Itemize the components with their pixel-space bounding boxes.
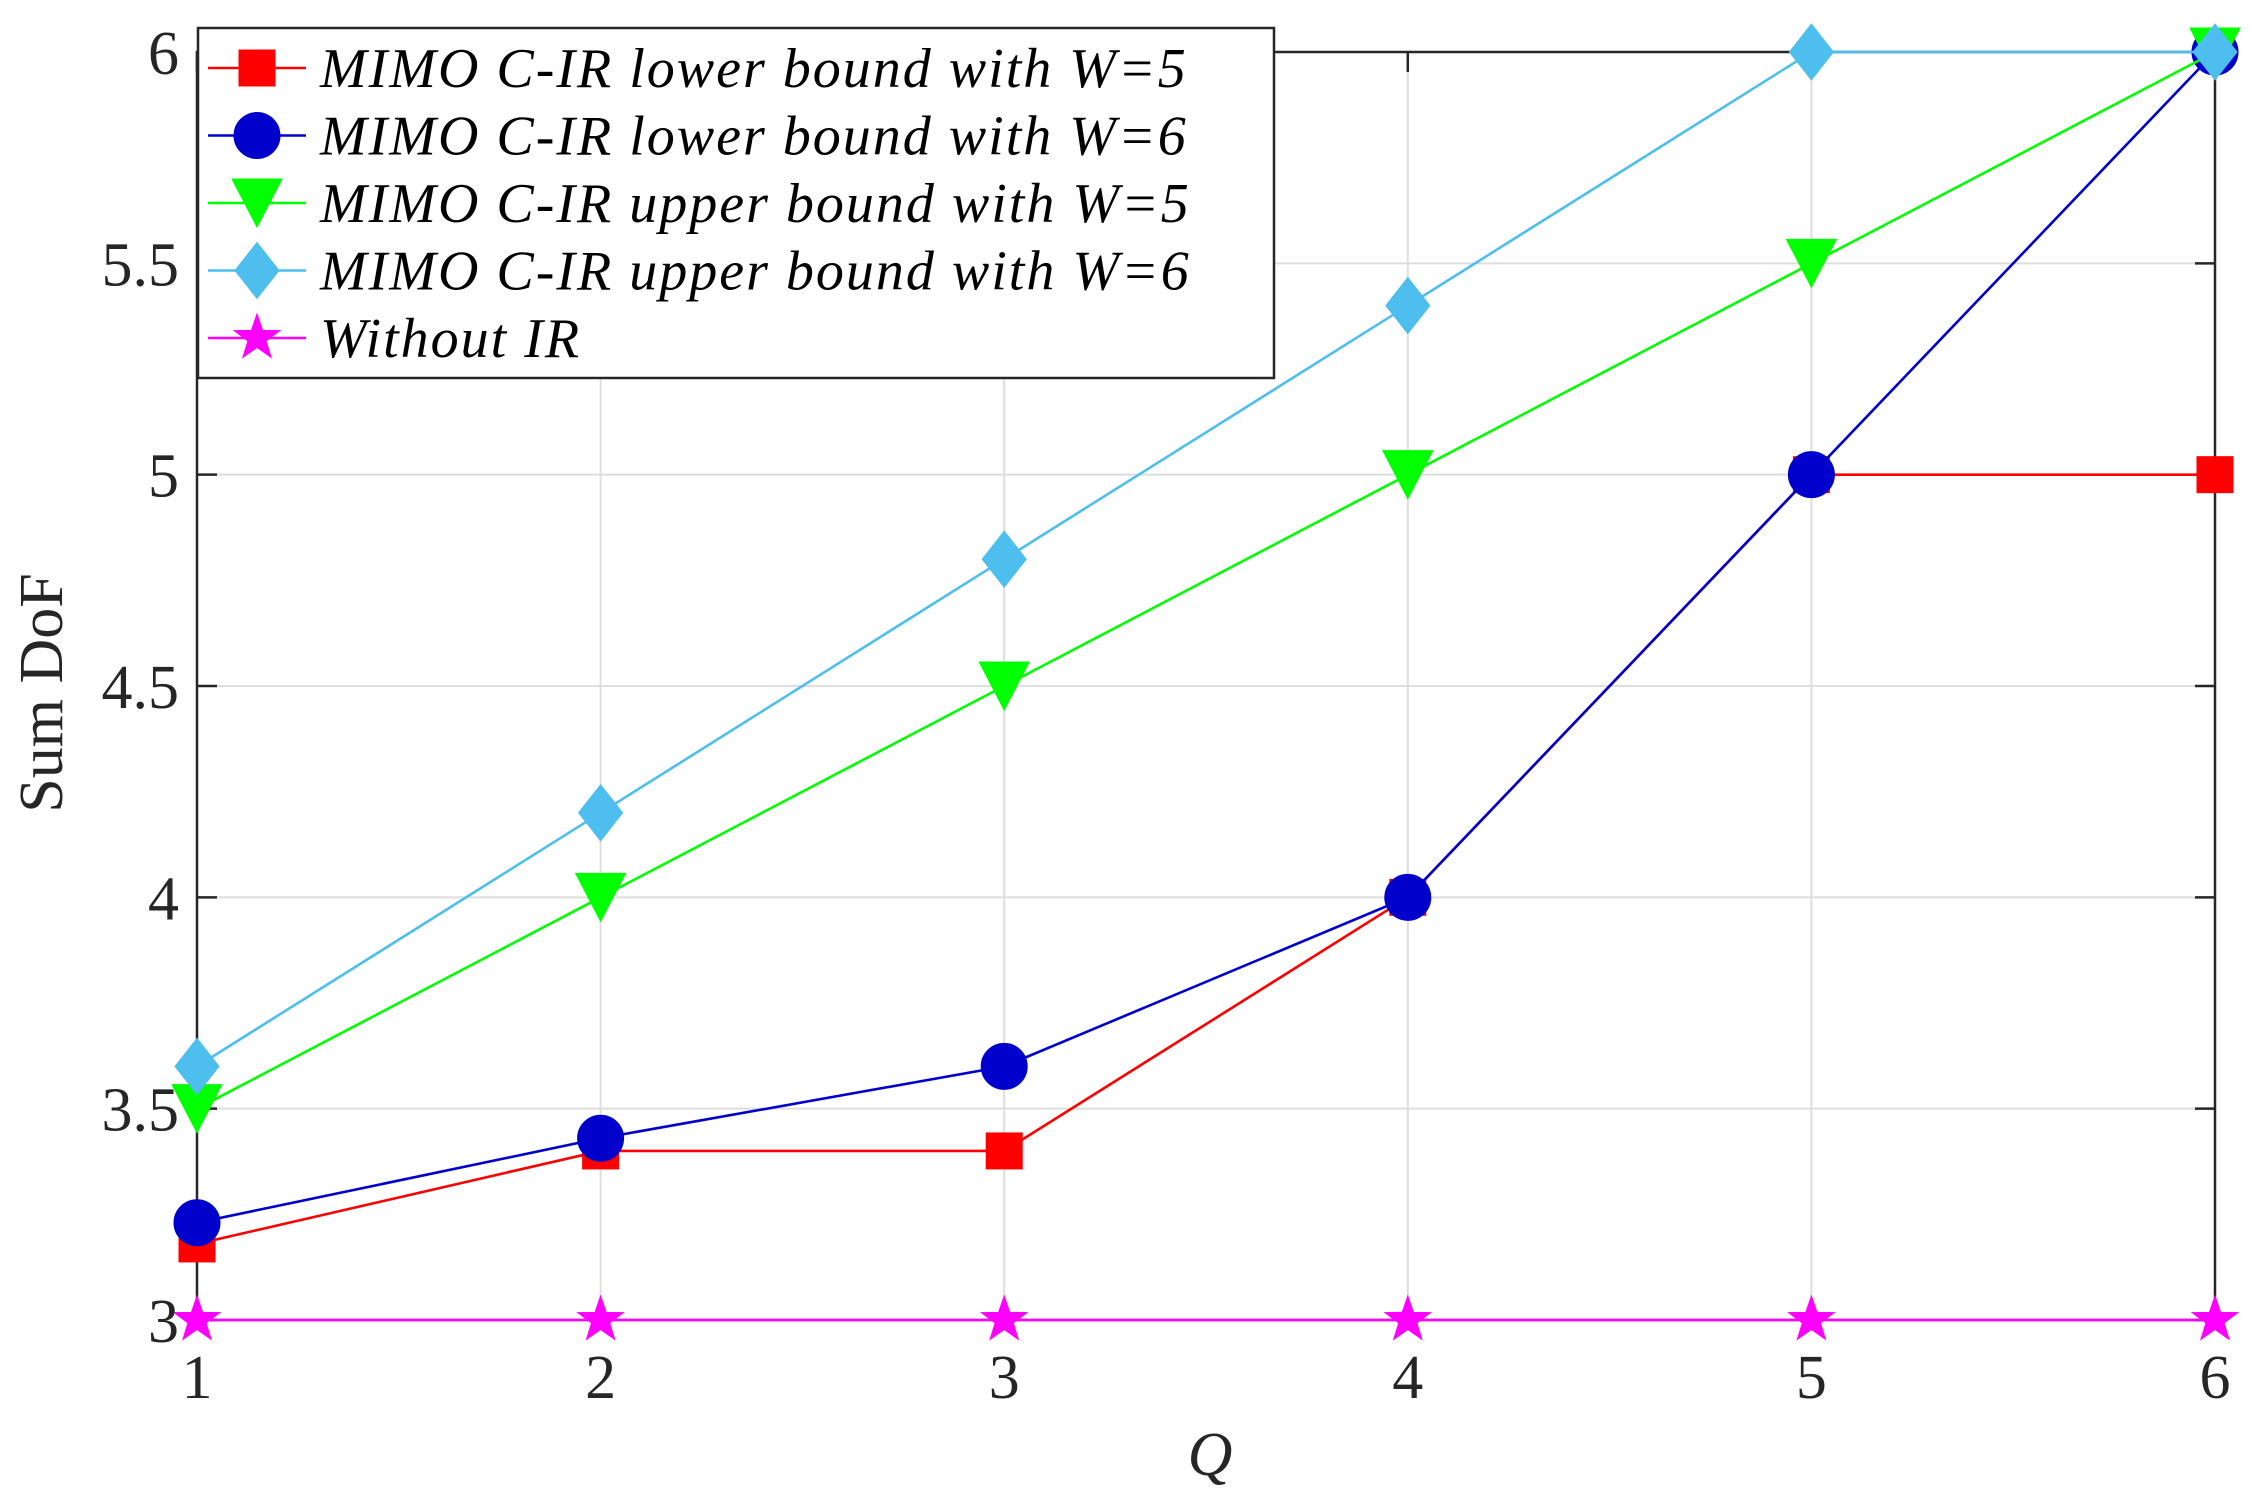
series-3-point-3 xyxy=(978,661,1031,712)
y-tick-label-4: 4 xyxy=(148,865,179,933)
legend-label-4: MIMO C-IR upper bound with W=6 xyxy=(319,241,1191,303)
series-4-point-5 xyxy=(1788,23,1835,81)
y-tick-label-6: 6 xyxy=(148,20,179,88)
series-5-point-5 xyxy=(1787,1294,1836,1341)
series-4-point-1 xyxy=(174,1037,220,1096)
series-2-point-3 xyxy=(980,1042,1028,1090)
legend-entry-5: Without IR xyxy=(208,308,581,370)
legend-marker-4 xyxy=(234,241,280,300)
series-5-point-6 xyxy=(2190,1294,2240,1341)
legend-entry-1: MIMO C-IR lower bound with W=5 xyxy=(208,38,1188,100)
y-tick-label-5: 5 xyxy=(148,443,179,511)
series-2-point-4 xyxy=(1384,873,1432,921)
legend-entry-4: MIMO C-IR upper bound with W=6 xyxy=(208,241,1191,303)
series-4-line xyxy=(196,50,2215,1068)
series-1-point-6 xyxy=(2196,456,2234,494)
x-tick-label-3: 3 xyxy=(989,1344,1020,1412)
series-3-point-2 xyxy=(574,872,627,923)
series-5-point-1 xyxy=(172,1294,222,1341)
series-4-point-6 xyxy=(2192,23,2238,81)
legend-label-5: Without IR xyxy=(320,308,581,370)
series-4 xyxy=(174,23,2238,1096)
legend-entry-3: MIMO C-IR upper bound with W=5 xyxy=(208,173,1191,235)
legend-marker-5 xyxy=(232,312,282,359)
series-2-point-1 xyxy=(173,1199,221,1247)
series-5-point-3 xyxy=(979,1294,1029,1341)
legend-label-1: MIMO C-IR lower bound with W=5 xyxy=(319,38,1188,100)
x-tick-label-1: 1 xyxy=(182,1344,213,1412)
x-tick-label-5: 5 xyxy=(1796,1344,1827,1412)
series-4-point-4 xyxy=(1385,276,1431,335)
series-3-point-4 xyxy=(1381,450,1434,500)
series-5-point-4 xyxy=(1383,1294,1433,1341)
y-tick-label-3: 3 xyxy=(148,1288,179,1356)
series-2-point-2 xyxy=(577,1114,625,1162)
y-tick-label-3.5: 3.5 xyxy=(102,1077,180,1145)
y-axis-title: Sum DoF xyxy=(8,573,76,812)
x-tick-label-4: 4 xyxy=(1392,1344,1423,1412)
x-axis-title: Q xyxy=(1188,1421,1233,1489)
legend-label-2: MIMO C-IR lower bound with W=6 xyxy=(319,106,1188,168)
legend-entry-2: MIMO C-IR lower bound with W=6 xyxy=(208,106,1188,168)
legend-label-3: MIMO C-IR upper bound with W=5 xyxy=(319,173,1191,235)
legend-marker-3 xyxy=(231,178,283,229)
y-tick-label-4.5: 4.5 xyxy=(102,654,180,722)
series-2-point-5 xyxy=(1787,451,1835,499)
legend-marker-1 xyxy=(238,49,276,87)
legend-marker-2 xyxy=(233,112,281,159)
series-4-point-3 xyxy=(981,530,1027,589)
series-3-point-5 xyxy=(1785,238,1838,289)
series-4-point-2 xyxy=(577,783,624,842)
y-tick-label-5.5: 5.5 xyxy=(102,231,180,299)
series-3-line xyxy=(196,50,2216,1110)
x-tick-label-6: 6 xyxy=(2200,1344,2231,1412)
legend-box xyxy=(196,26,1276,380)
x-tick-label-2: 2 xyxy=(585,1344,616,1412)
series-5-point-2 xyxy=(576,1294,625,1341)
series-1-point-3 xyxy=(985,1132,1023,1170)
series-1-line xyxy=(196,473,2215,1246)
series-layer xyxy=(171,23,2241,1341)
series-2-line xyxy=(196,51,2216,1225)
tick-labels: 1 2 3 4 5 6 3 3.5 4 4.5 5 5.5 6 xyxy=(102,20,2231,1412)
series-5 xyxy=(172,1294,2240,1341)
